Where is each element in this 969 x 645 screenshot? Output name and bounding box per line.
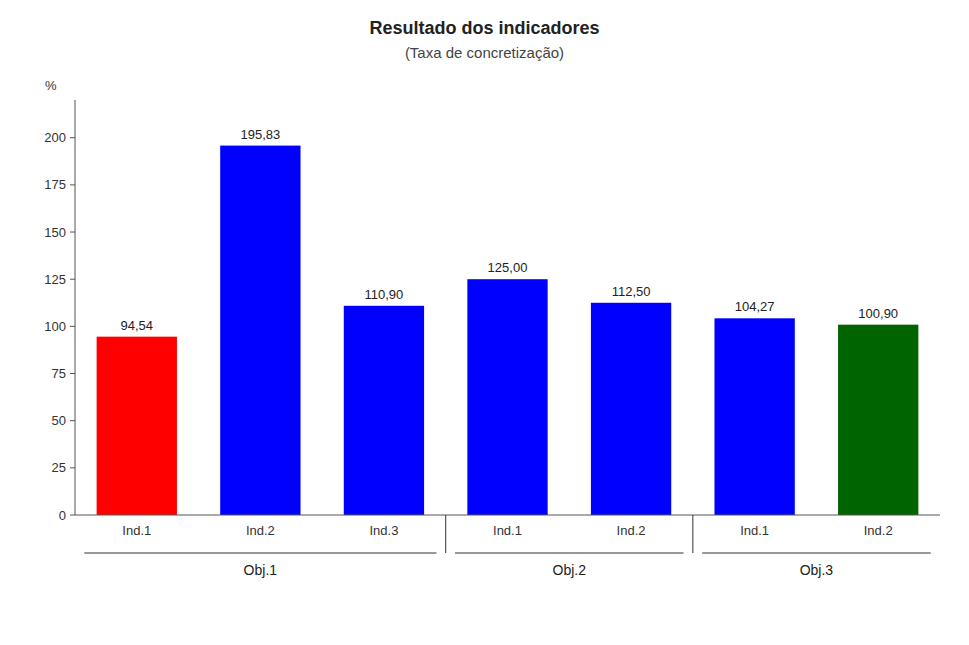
y-tick — [70, 137, 75, 138]
data-label: 195,83 — [240, 127, 280, 142]
y-axis-label: % — [45, 78, 57, 93]
y-tick-label: 25 — [52, 460, 66, 475]
x-tick-label: Ind.1 — [122, 523, 151, 538]
x-tick-label: Ind.2 — [864, 523, 893, 538]
data-label: 112,50 — [612, 284, 651, 299]
group-bracket — [84, 553, 436, 554]
y-axis: 0 25 50 75 100 125 150 175 200 — [44, 100, 75, 523]
y-tick — [70, 467, 75, 468]
group-label: Obj.1 — [244, 562, 278, 578]
bar — [714, 318, 794, 515]
y-tick — [70, 326, 75, 327]
y-tick — [70, 232, 75, 233]
groups: Obj.1 Obj.2 Obj.3 — [84, 515, 930, 578]
x-axis-line — [75, 515, 940, 516]
data-label: 100,90 — [858, 306, 898, 321]
y-tick-label: 0 — [59, 508, 66, 523]
bar — [467, 279, 547, 515]
y-tick-label: 200 — [44, 130, 66, 145]
subtitle: (Taxa de concretização) — [405, 44, 564, 61]
chart: Resultado dos indicadores (Taxa de concre… — [0, 0, 969, 645]
bar — [591, 303, 671, 515]
bar — [838, 325, 918, 515]
y-tick-label: 100 — [44, 319, 66, 334]
y-tick-label: 125 — [44, 272, 66, 287]
y-tick — [70, 515, 75, 516]
y-tick-label: 75 — [52, 366, 66, 381]
x-tick-label: Ind.1 — [493, 523, 522, 538]
group-bracket — [455, 553, 684, 554]
group-label: Obj.3 — [800, 562, 834, 578]
data-label: 110,90 — [365, 287, 404, 302]
x-tick-label: Ind.1 — [740, 523, 769, 538]
x-tick-label: Ind.2 — [246, 523, 275, 538]
x-axis: Ind.1 Ind.2 Ind.3 Ind.1 Ind.2 Ind.1 Ind.2 — [75, 515, 940, 538]
group-separator — [692, 515, 693, 553]
bar — [344, 306, 424, 515]
y-tick — [70, 279, 75, 280]
title: Resultado dos indicadores — [369, 18, 599, 38]
chart-container: Resultado dos indicadores (Taxa de concre… — [0, 0, 969, 645]
y-tick — [70, 420, 75, 421]
bars — [97, 146, 919, 515]
data-label: 104,27 — [735, 299, 775, 314]
group-bracket — [702, 553, 931, 554]
bar — [220, 146, 300, 515]
y-tick-label: 50 — [52, 413, 66, 428]
y-tick-label: 175 — [44, 177, 66, 192]
y-tick — [70, 184, 75, 185]
bar — [97, 337, 177, 515]
data-label: 125,00 — [488, 260, 528, 275]
x-tick-label: Ind.3 — [369, 523, 398, 538]
data-labels: 94,54 195,83 110,90 125,00 112,50 104,27 100,9… — [121, 127, 899, 333]
y-axis-line — [75, 100, 76, 515]
y-tick-label: 150 — [44, 225, 66, 240]
group-label: Obj.2 — [553, 562, 587, 578]
group-separator — [445, 515, 446, 553]
x-tick-label: Ind.2 — [617, 523, 646, 538]
y-tick — [70, 373, 75, 374]
data-label: 94,54 — [121, 318, 154, 333]
